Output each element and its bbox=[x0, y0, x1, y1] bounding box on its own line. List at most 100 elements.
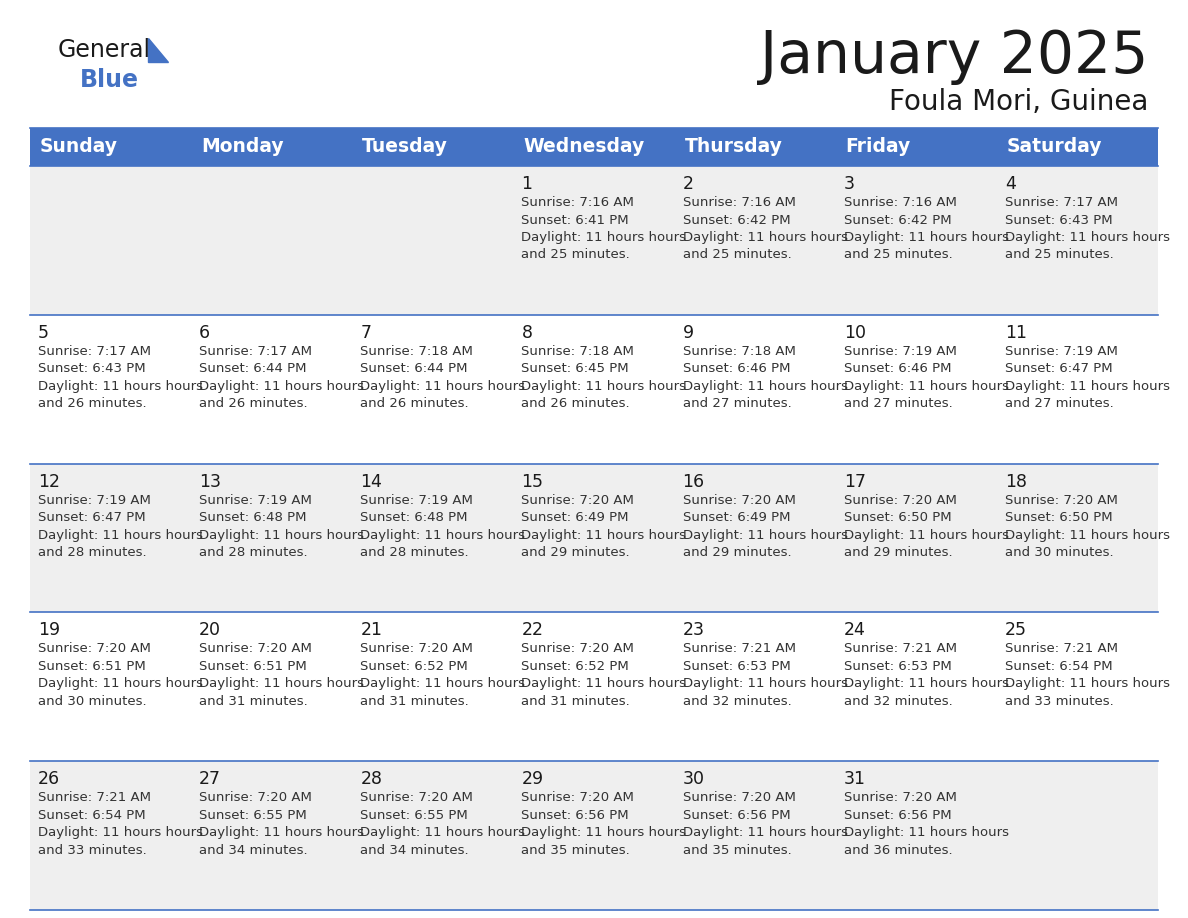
Bar bbox=[835, 128, 997, 166]
Text: Sunset: 6:56 PM: Sunset: 6:56 PM bbox=[843, 809, 952, 822]
Text: 10: 10 bbox=[843, 324, 866, 341]
Text: Sunrise: 7:20 AM: Sunrise: 7:20 AM bbox=[522, 643, 634, 655]
Text: 24: 24 bbox=[843, 621, 866, 640]
Text: Sunset: 6:54 PM: Sunset: 6:54 PM bbox=[38, 809, 146, 822]
Text: Sunrise: 7:20 AM: Sunrise: 7:20 AM bbox=[360, 643, 473, 655]
Text: Sunset: 6:56 PM: Sunset: 6:56 PM bbox=[522, 809, 630, 822]
Text: and 29 minutes.: and 29 minutes. bbox=[843, 546, 953, 559]
Text: and 27 minutes.: and 27 minutes. bbox=[1005, 397, 1113, 410]
Text: 6: 6 bbox=[200, 324, 210, 341]
Text: Sunset: 6:45 PM: Sunset: 6:45 PM bbox=[522, 363, 630, 375]
Text: Sunrise: 7:20 AM: Sunrise: 7:20 AM bbox=[522, 791, 634, 804]
Text: and 36 minutes.: and 36 minutes. bbox=[843, 844, 953, 856]
Text: Sunrise: 7:20 AM: Sunrise: 7:20 AM bbox=[200, 791, 312, 804]
Bar bbox=[30, 166, 1158, 315]
Text: Daylight: 11 hours hours: Daylight: 11 hours hours bbox=[360, 826, 525, 839]
Text: Sunrise: 7:21 AM: Sunrise: 7:21 AM bbox=[843, 643, 956, 655]
Text: Sunday: Sunday bbox=[40, 138, 118, 156]
Text: Sunrise: 7:20 AM: Sunrise: 7:20 AM bbox=[522, 494, 634, 507]
Text: Sunrise: 7:20 AM: Sunrise: 7:20 AM bbox=[360, 791, 473, 804]
Text: Sunrise: 7:20 AM: Sunrise: 7:20 AM bbox=[38, 643, 151, 655]
Text: 15: 15 bbox=[522, 473, 543, 490]
Text: 3: 3 bbox=[843, 175, 854, 193]
Text: Daylight: 11 hours hours: Daylight: 11 hours hours bbox=[522, 677, 687, 690]
Text: Daylight: 11 hours hours: Daylight: 11 hours hours bbox=[360, 677, 525, 690]
Text: 11: 11 bbox=[1005, 324, 1026, 341]
Text: Sunrise: 7:20 AM: Sunrise: 7:20 AM bbox=[843, 791, 956, 804]
Text: and 27 minutes.: and 27 minutes. bbox=[843, 397, 953, 410]
Text: Sunset: 6:49 PM: Sunset: 6:49 PM bbox=[522, 511, 628, 524]
Text: 30: 30 bbox=[683, 770, 704, 789]
Text: 22: 22 bbox=[522, 621, 543, 640]
Text: Daylight: 11 hours hours: Daylight: 11 hours hours bbox=[200, 677, 365, 690]
Text: Sunset: 6:42 PM: Sunset: 6:42 PM bbox=[683, 214, 790, 227]
Bar bbox=[30, 464, 1158, 612]
Text: Sunrise: 7:20 AM: Sunrise: 7:20 AM bbox=[683, 791, 796, 804]
Bar bbox=[675, 128, 835, 166]
Text: Sunset: 6:53 PM: Sunset: 6:53 PM bbox=[683, 660, 790, 673]
Text: Daylight: 11 hours hours: Daylight: 11 hours hours bbox=[200, 380, 365, 393]
Text: 16: 16 bbox=[683, 473, 704, 490]
Text: and 31 minutes.: and 31 minutes. bbox=[360, 695, 469, 708]
Text: Sunset: 6:50 PM: Sunset: 6:50 PM bbox=[1005, 511, 1112, 524]
Text: Daylight: 11 hours hours: Daylight: 11 hours hours bbox=[38, 529, 203, 542]
Text: Blue: Blue bbox=[80, 68, 139, 92]
Text: Sunrise: 7:19 AM: Sunrise: 7:19 AM bbox=[1005, 345, 1118, 358]
Text: 18: 18 bbox=[1005, 473, 1026, 490]
Text: and 30 minutes.: and 30 minutes. bbox=[1005, 546, 1113, 559]
Text: and 25 minutes.: and 25 minutes. bbox=[1005, 249, 1113, 262]
Text: Daylight: 11 hours hours: Daylight: 11 hours hours bbox=[360, 529, 525, 542]
Text: Sunrise: 7:18 AM: Sunrise: 7:18 AM bbox=[360, 345, 473, 358]
Text: Daylight: 11 hours hours: Daylight: 11 hours hours bbox=[843, 529, 1009, 542]
Text: Daylight: 11 hours hours: Daylight: 11 hours hours bbox=[360, 380, 525, 393]
Text: 8: 8 bbox=[522, 324, 532, 341]
Text: and 26 minutes.: and 26 minutes. bbox=[522, 397, 630, 410]
Text: Sunset: 6:46 PM: Sunset: 6:46 PM bbox=[843, 363, 952, 375]
Text: and 35 minutes.: and 35 minutes. bbox=[683, 844, 791, 856]
Text: Daylight: 11 hours hours: Daylight: 11 hours hours bbox=[1005, 677, 1170, 690]
Text: 7: 7 bbox=[360, 324, 372, 341]
Text: Sunrise: 7:21 AM: Sunrise: 7:21 AM bbox=[1005, 643, 1118, 655]
Text: 23: 23 bbox=[683, 621, 704, 640]
Bar bbox=[30, 761, 1158, 910]
Text: Saturday: Saturday bbox=[1007, 138, 1102, 156]
Text: and 35 minutes.: and 35 minutes. bbox=[522, 844, 630, 856]
Text: Sunset: 6:46 PM: Sunset: 6:46 PM bbox=[683, 363, 790, 375]
Bar bbox=[191, 128, 353, 166]
Text: and 27 minutes.: and 27 minutes. bbox=[683, 397, 791, 410]
Text: Sunset: 6:43 PM: Sunset: 6:43 PM bbox=[38, 363, 146, 375]
Text: Daylight: 11 hours hours: Daylight: 11 hours hours bbox=[843, 826, 1009, 839]
Text: Daylight: 11 hours hours: Daylight: 11 hours hours bbox=[1005, 529, 1170, 542]
Text: Sunrise: 7:20 AM: Sunrise: 7:20 AM bbox=[843, 494, 956, 507]
Bar bbox=[30, 128, 191, 166]
Text: Daylight: 11 hours hours: Daylight: 11 hours hours bbox=[522, 231, 687, 244]
Bar bbox=[997, 128, 1158, 166]
Text: Sunset: 6:44 PM: Sunset: 6:44 PM bbox=[360, 363, 468, 375]
Text: Sunset: 6:52 PM: Sunset: 6:52 PM bbox=[360, 660, 468, 673]
Text: Daylight: 11 hours hours: Daylight: 11 hours hours bbox=[683, 826, 847, 839]
Text: 25: 25 bbox=[1005, 621, 1026, 640]
Text: 21: 21 bbox=[360, 621, 383, 640]
Text: and 25 minutes.: and 25 minutes. bbox=[522, 249, 630, 262]
Text: Foula Mori, Guinea: Foula Mori, Guinea bbox=[889, 88, 1148, 116]
Text: and 25 minutes.: and 25 minutes. bbox=[683, 249, 791, 262]
Text: Sunrise: 7:19 AM: Sunrise: 7:19 AM bbox=[200, 494, 312, 507]
Text: Sunset: 6:42 PM: Sunset: 6:42 PM bbox=[843, 214, 952, 227]
Text: Sunrise: 7:21 AM: Sunrise: 7:21 AM bbox=[38, 791, 151, 804]
Text: Daylight: 11 hours hours: Daylight: 11 hours hours bbox=[843, 231, 1009, 244]
Text: 19: 19 bbox=[38, 621, 61, 640]
Text: Daylight: 11 hours hours: Daylight: 11 hours hours bbox=[200, 826, 365, 839]
Text: Sunrise: 7:19 AM: Sunrise: 7:19 AM bbox=[360, 494, 473, 507]
Text: and 31 minutes.: and 31 minutes. bbox=[522, 695, 630, 708]
Text: and 28 minutes.: and 28 minutes. bbox=[360, 546, 469, 559]
Bar bbox=[353, 128, 513, 166]
Text: and 26 minutes.: and 26 minutes. bbox=[360, 397, 469, 410]
Text: Sunset: 6:55 PM: Sunset: 6:55 PM bbox=[200, 809, 307, 822]
Text: and 25 minutes.: and 25 minutes. bbox=[843, 249, 953, 262]
Text: Sunrise: 7:16 AM: Sunrise: 7:16 AM bbox=[522, 196, 634, 209]
Text: Sunset: 6:52 PM: Sunset: 6:52 PM bbox=[522, 660, 630, 673]
Text: Sunset: 6:48 PM: Sunset: 6:48 PM bbox=[200, 511, 307, 524]
Text: 29: 29 bbox=[522, 770, 544, 789]
Text: Sunset: 6:56 PM: Sunset: 6:56 PM bbox=[683, 809, 790, 822]
Text: and 33 minutes.: and 33 minutes. bbox=[38, 844, 147, 856]
